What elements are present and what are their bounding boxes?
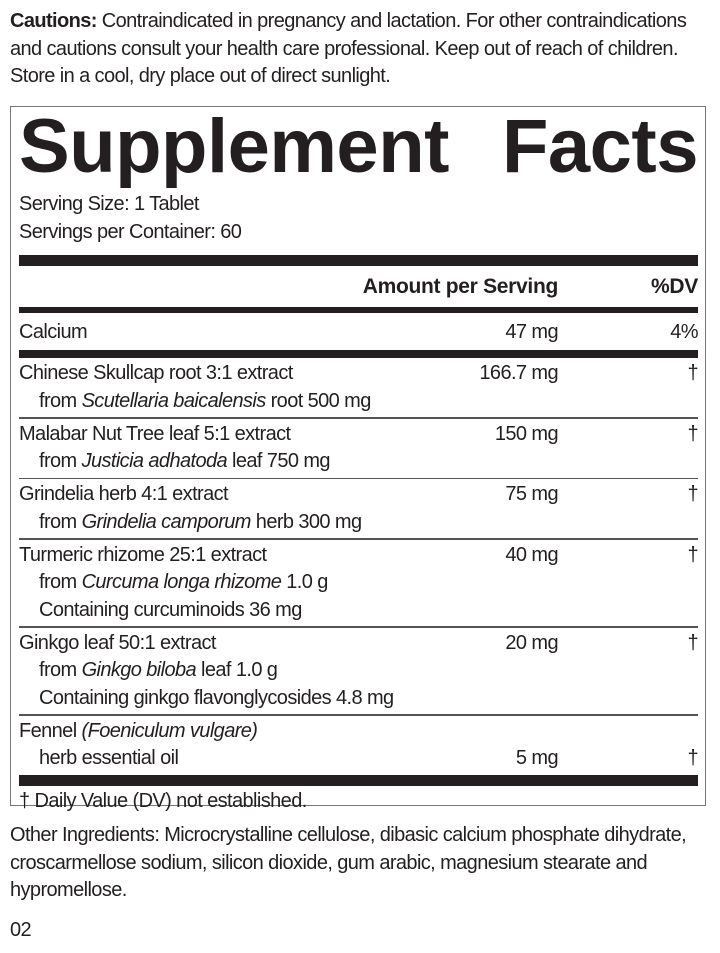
divider-thick [19, 774, 698, 786]
ingredient-row-fennel: Fennel (Foeniculum vulgare) herb essenti… [19, 716, 699, 775]
title-word: Facts [501, 104, 699, 189]
source-latin: Ginkgo biloba [81, 659, 197, 681]
ingredient-name: Ginkgo leaf 50:1 extract [19, 631, 216, 654]
source-prefix: from [39, 389, 82, 412]
header-dv: %DV [651, 275, 698, 298]
ingredient-amount: 5 mg [515, 747, 559, 769]
ingredient-row: Turmeric rhizome 25:1 extract 40 mg † fr… [19, 540, 699, 627]
source-suffix: leaf 750 mg [227, 450, 331, 472]
ingredient-dv: † [687, 631, 698, 654]
header-amount: Amount per Serving [362, 275, 559, 298]
source-suffix: herb 300 mg [250, 510, 362, 533]
ingredient-source: from Ginkgo biloba leaf 1.0 g [19, 657, 698, 685]
cautions-body: Contraindicated in pregnancy and lactati… [10, 10, 687, 87]
cautions-label: Cautions: [10, 10, 97, 32]
source-prefix: from [39, 510, 82, 533]
serving-size: Serving Size: 1 Tablet [19, 193, 199, 215]
ingredient-name: Grindelia herb 4:1 extract [19, 483, 229, 505]
source-prefix: from [39, 659, 82, 681]
ingredient-name: Fennel [19, 719, 82, 742]
ingredient-amount: 150 mg [494, 422, 559, 445]
source-suffix: leaf 1.0 g [196, 659, 278, 681]
other-ingredients: Other Ingredients: Microcrystalline cell… [10, 824, 687, 901]
ingredient-source: from Curcuma longa rhizome 1.0 g [19, 569, 698, 597]
ingredient-dv: † [687, 362, 698, 384]
divider-thin [19, 538, 698, 540]
source-suffix: root 500 mg [265, 389, 372, 412]
cautions-text: Cautions: Contraindicated in pregnancy a… [10, 8, 715, 91]
ingredient-containing: Containing curcuminoids 36 mg [39, 598, 302, 621]
source-suffix: 1.0 g [281, 571, 328, 593]
source-latin: Grindelia camporum [81, 510, 252, 533]
source-prefix: from [39, 450, 82, 472]
ingredient-dv: † [687, 483, 698, 505]
ingredient-source: from Scutellaria baicalensis root 500 mg [19, 388, 698, 416]
ingredient-row: Chinese Skullcap root 3:1 extract 166.7 … [19, 358, 699, 417]
divider-thin [19, 714, 698, 716]
ingredient-amount: 40 mg [505, 543, 558, 566]
ingredient-latin: (Foeniculum vulgare) [81, 719, 258, 742]
source-latin: Justicia adhatoda [81, 450, 228, 472]
ingredient-dv: † [687, 543, 698, 566]
title-word: Supplement [19, 104, 449, 189]
ingredient-source: from Justicia adhatoda leaf 750 mg [19, 448, 698, 476]
divider-thin [19, 626, 698, 628]
footnote: † Daily Value (DV) not established. [19, 789, 307, 812]
supplement-facts-panel: Supplement Facts Serving Size: 1 Tablet S… [10, 104, 706, 812]
ingredient-name: Malabar Nut Tree leaf 5:1 extract [19, 422, 291, 445]
divider-thick [19, 255, 698, 266]
ingredient-row: Ginkgo leaf 50:1 extract 20 mg † from Gi… [19, 628, 699, 715]
ingredient-name: Turmeric rhizome 25:1 extract [19, 543, 267, 566]
ingredient-name: Chinese Skullcap root 3:1 extract [19, 362, 293, 384]
header-row: Amount per Serving %DV [19, 266, 699, 307]
ingredient-source: from Grindelia camporum herb 300 mg [19, 509, 698, 537]
ingredient-containing: Containing ginkgo flavonglycosides 4.8 m… [39, 686, 394, 709]
ingredient-dv: † [687, 747, 698, 769]
nutrient-dv: 4% [670, 320, 698, 343]
divider-thin [19, 477, 698, 479]
ingredient-amount: 166.7 mg [479, 362, 558, 384]
ingredient-row: Grindelia herb 4:1 extract 75 mg † from … [19, 479, 699, 538]
source-latin: Scutellaria baicalensis [81, 389, 267, 412]
nutrient-amount: 47 mg [505, 320, 558, 343]
panel-title: Supplement Facts [19, 104, 699, 189]
nutrient-row-calcium: Calcium 47 mg 4% [19, 313, 699, 351]
divider-thin [19, 417, 698, 419]
servings-per-container: Servings per Container: 60 [19, 220, 242, 243]
ingredient-row: Malabar Nut Tree leaf 5:1 extract 150 mg… [19, 419, 699, 478]
ingredient-amount: 75 mg [505, 483, 558, 505]
nutrient-name: Calcium [19, 320, 88, 343]
source-latin: Curcuma longa rhizome [81, 571, 282, 593]
divider-medium [19, 306, 698, 313]
source-prefix: from [39, 571, 82, 593]
label-code: 02 [10, 919, 32, 941]
ingredient-amount: 20 mg [505, 631, 558, 654]
divider-medium [19, 350, 698, 358]
ingredient-source: herb essential oil [39, 747, 179, 769]
ingredient-dv: † [687, 422, 698, 445]
